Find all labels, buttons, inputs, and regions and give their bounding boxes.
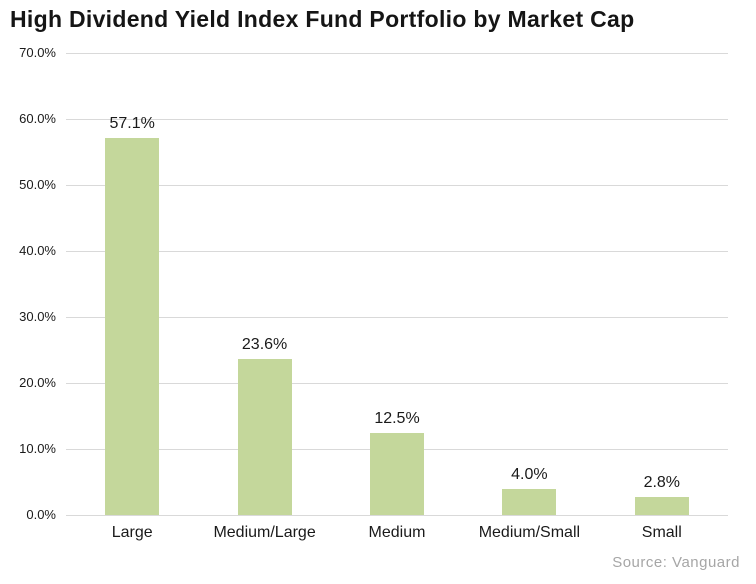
gridline-70 [66,52,728,54]
chart-title: High Dividend Yield Index Fund Portfolio… [10,6,635,32]
bar-medium-large [237,359,292,515]
gridline-50 [66,184,728,186]
gridline-0 [66,514,728,516]
bar-value-label: 23.6% [241,336,288,354]
bar-value-label: 57.1% [109,115,155,133]
bar-small [634,496,689,515]
bar-large [105,138,160,515]
y-axis-tick-label: 40.0% [19,243,56,258]
bar-medium-small [502,488,557,515]
gridline-40 [66,250,728,252]
x-axis-category-label: Medium/Large [213,524,316,541]
x-axis-category-label: Small [641,524,682,541]
x-axis-category-label: Medium/Small [478,524,581,541]
y-axis-tick-label: 70.0% [19,45,56,60]
source-note: Source: Vanguard [612,554,740,571]
gridline-20 [66,382,728,384]
y-axis-tick-label: 20.0% [19,375,56,390]
y-axis-tick-label: 10.0% [19,441,56,456]
y-axis-tick-label: 50.0% [19,177,56,192]
y-axis-tick-label: 30.0% [19,309,56,324]
y-axis-tick-label: 60.0% [19,111,56,126]
gridline-60 [66,118,728,120]
x-axis-category-label: Medium [368,524,426,541]
gridline-30 [66,316,728,318]
y-axis-tick-label: 0.0% [26,507,56,522]
x-axis-category-label: Large [111,524,153,541]
bar-value-label: 12.5% [374,409,420,427]
bar-medium [370,432,424,515]
bar-value-label: 4.0% [511,465,548,483]
bar-value-label: 2.8% [643,473,681,491]
